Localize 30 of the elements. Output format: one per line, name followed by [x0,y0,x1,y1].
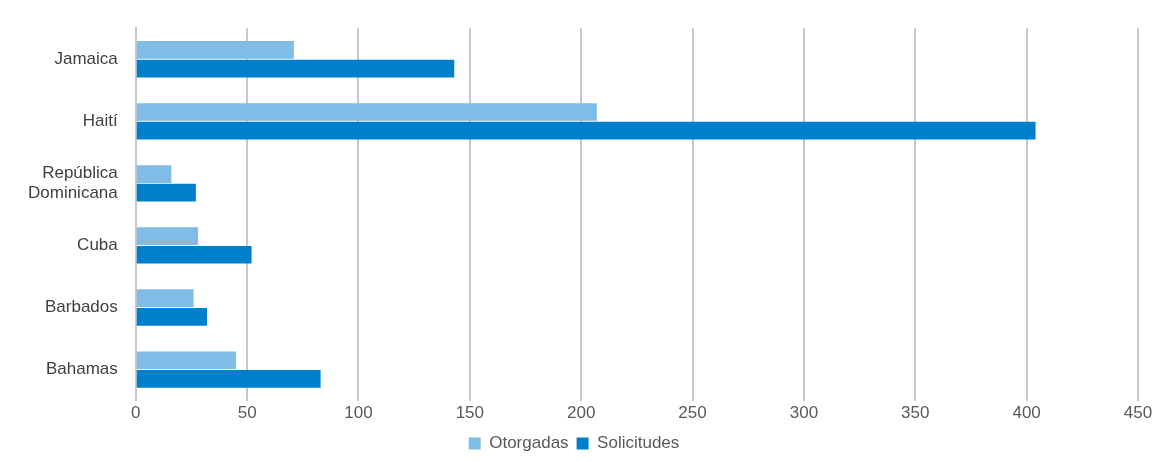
legend-label: Otorgadas [489,433,569,453]
x-tick-label: 100 [344,403,373,423]
bar [136,183,196,202]
x-tick-label: 300 [789,403,819,423]
bar [136,165,172,183]
bar [136,351,236,370]
x-tick-label: 200 [567,403,596,423]
bar [136,245,252,264]
x-tick-label: 400 [1012,403,1041,423]
x-tick-label: 0 [131,403,141,423]
bar [136,41,294,59]
bar [136,289,194,308]
bar [136,121,1036,140]
legend-label: Solicitudes [597,433,680,453]
bar [136,103,597,121]
bar [136,227,199,245]
y-tick-label: Cuba [77,235,119,255]
x-tick-label: 150 [455,403,485,423]
x-tick-label: 50 [237,403,257,423]
y-tick-label: Barbados [44,297,118,317]
bar [136,307,208,326]
bar [136,59,455,78]
y-tick-label: Jamaica [54,48,119,68]
y-tick-label: República Dominicana [28,162,119,203]
y-tick-label: Haití [82,110,119,130]
y-tick-label: Bahamas [45,359,118,379]
x-tick-label: 450 [1123,403,1153,423]
bar [136,370,321,388]
x-tick-label: 350 [901,403,930,423]
x-tick-label: 250 [678,403,707,423]
